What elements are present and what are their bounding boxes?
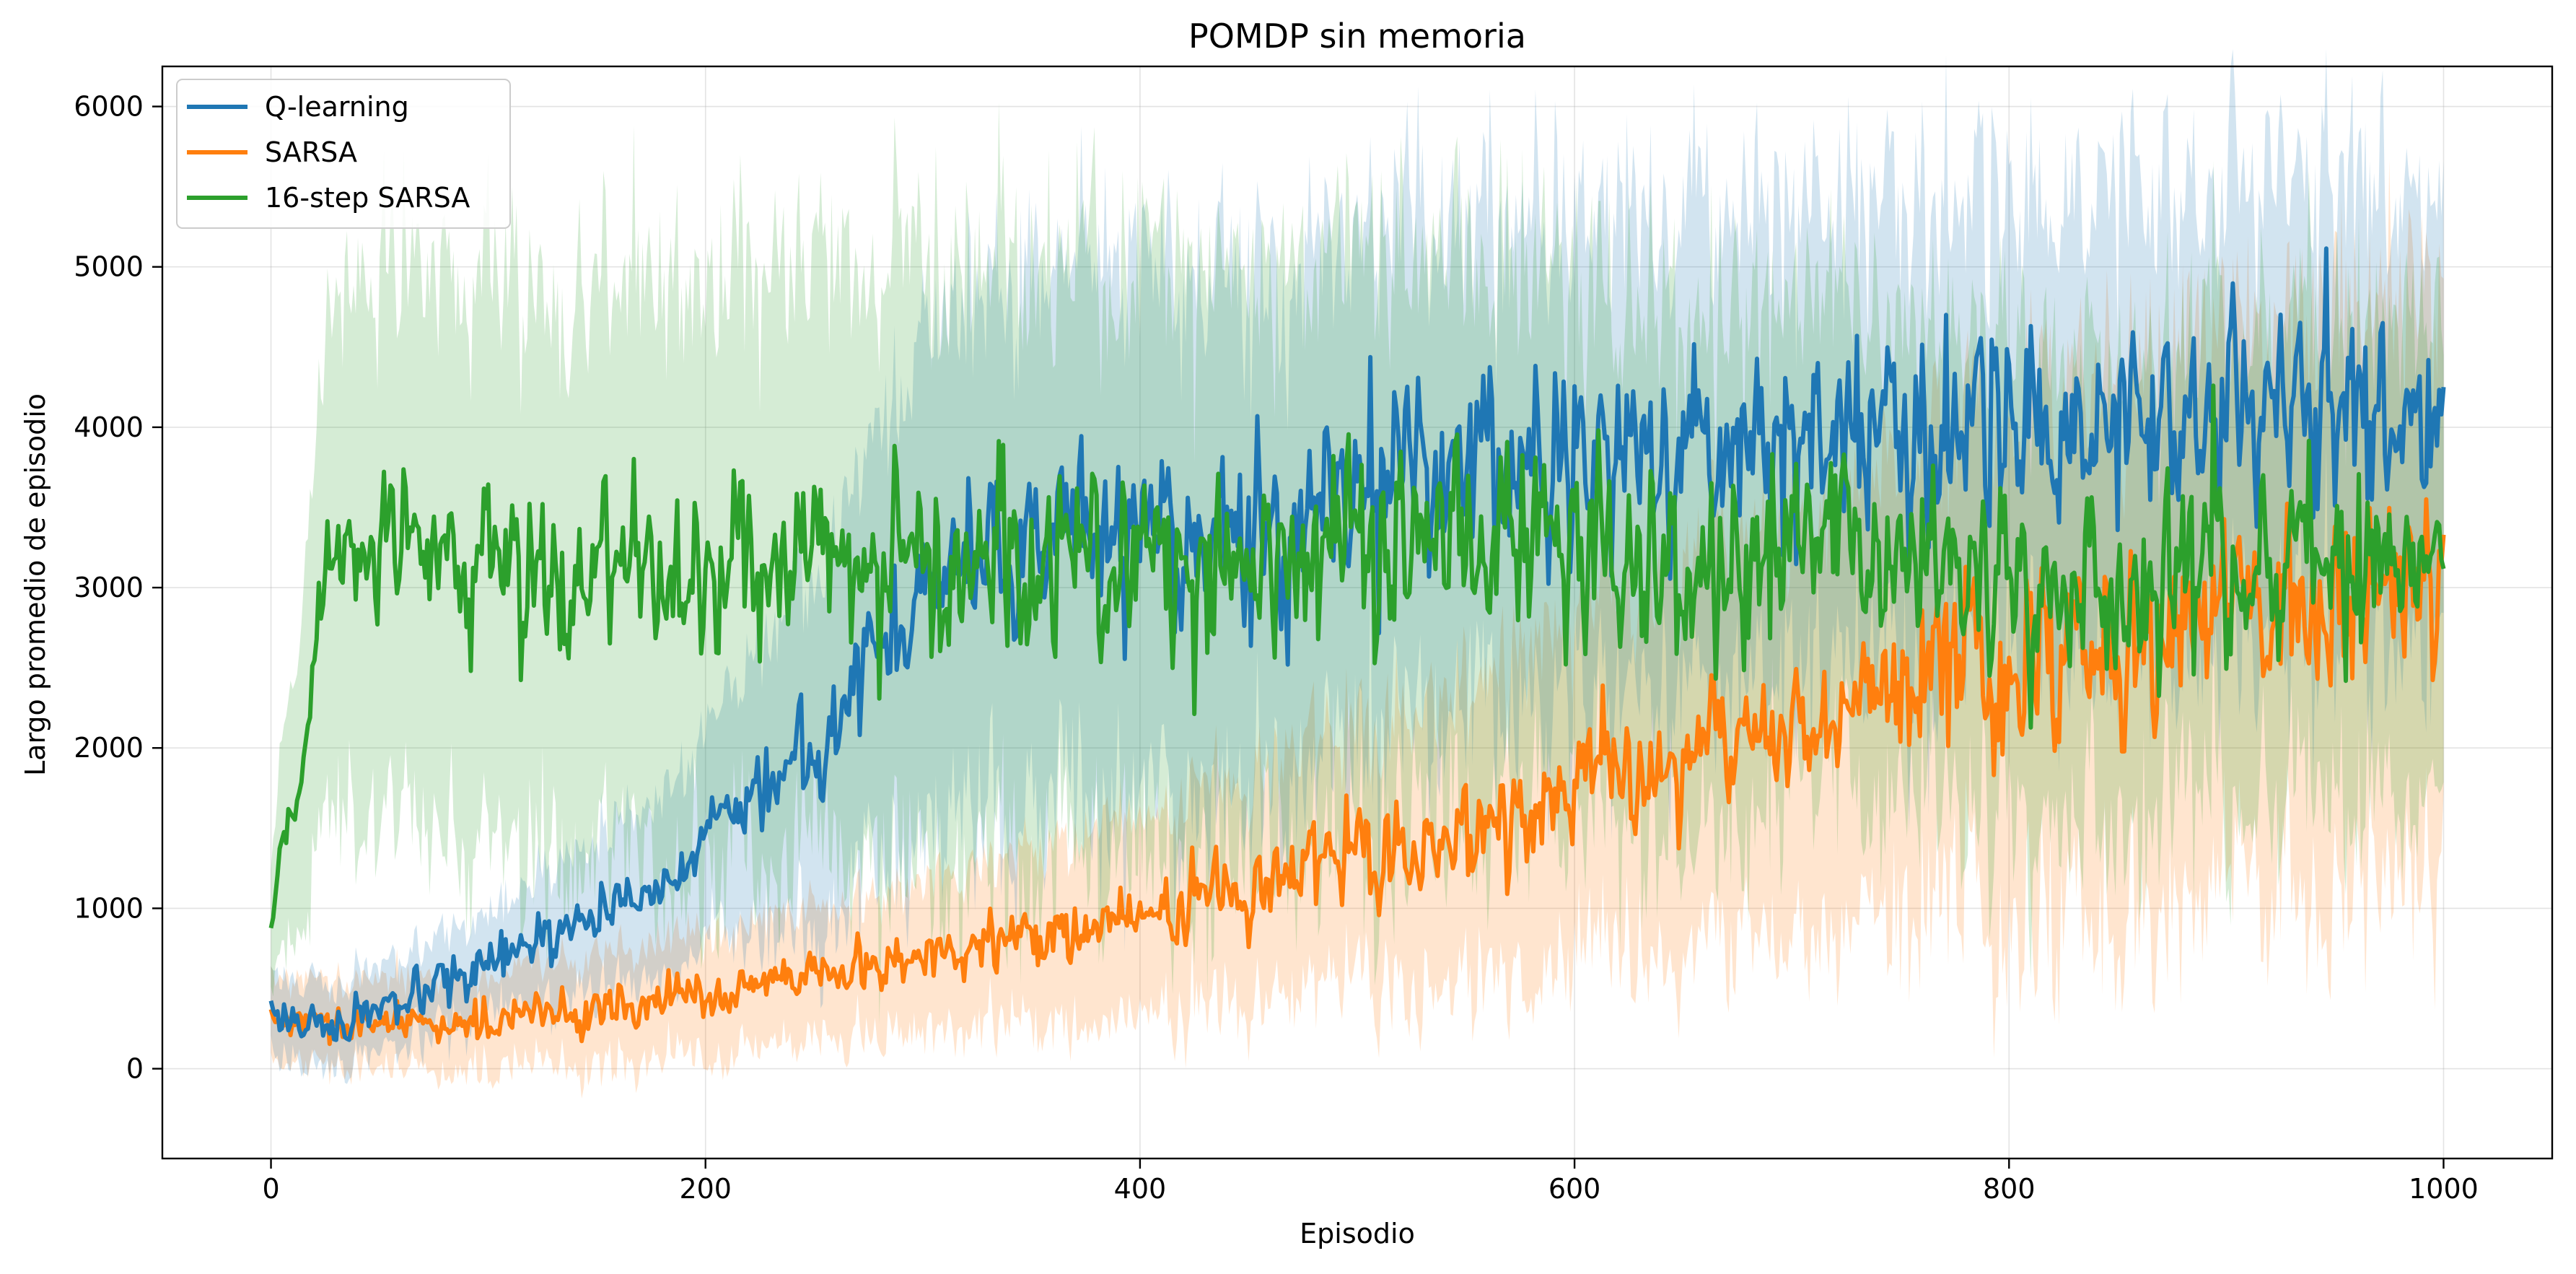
legend-box xyxy=(176,79,511,229)
x-tick-label: 0 xyxy=(262,1173,279,1205)
axes: 0 200 400 600 800 1000 0 1000 2000 3000 4000 5000 60… xyxy=(74,65,2554,1205)
y-tick-label: 5000 xyxy=(74,251,144,283)
legend-label: SARSA xyxy=(265,136,357,168)
legend-label: 16-step SARSA xyxy=(265,182,470,214)
y-tick-label: 1000 xyxy=(74,892,144,924)
band-sarsa xyxy=(271,160,2444,1099)
y-tick-label: 2000 xyxy=(74,732,144,764)
legend-label: Q-learning xyxy=(265,91,409,123)
band-16-step-sarsa xyxy=(271,101,2444,1025)
x-axis-label: Episodio xyxy=(1300,1218,1415,1249)
chart-title: POMDP sin memoria xyxy=(1188,17,1526,56)
y-axis-label: Largo promedio de episodio xyxy=(19,393,51,776)
line-16-step-sarsa xyxy=(268,383,2446,929)
x-tick-label: 800 xyxy=(1983,1173,2036,1205)
x-tick-label: 400 xyxy=(1114,1173,1167,1205)
legend: Q-learning SARSA 16-step SARSA xyxy=(176,79,511,229)
x-tick-label: 200 xyxy=(679,1173,732,1205)
x-tick-label: 1000 xyxy=(2409,1173,2479,1205)
y-tick-label: 4000 xyxy=(74,411,144,443)
y-tick-label: 0 xyxy=(126,1053,144,1085)
band-q-learning xyxy=(271,48,2444,1084)
variance-bands xyxy=(271,48,2444,1099)
y-tick-label: 3000 xyxy=(74,572,144,603)
line-q-learning xyxy=(268,246,2446,1042)
x-tick-label: 600 xyxy=(1548,1173,1601,1205)
plot-frame xyxy=(161,65,2554,1160)
series-lines xyxy=(268,246,2446,1047)
y-tick-label: 6000 xyxy=(74,91,144,123)
